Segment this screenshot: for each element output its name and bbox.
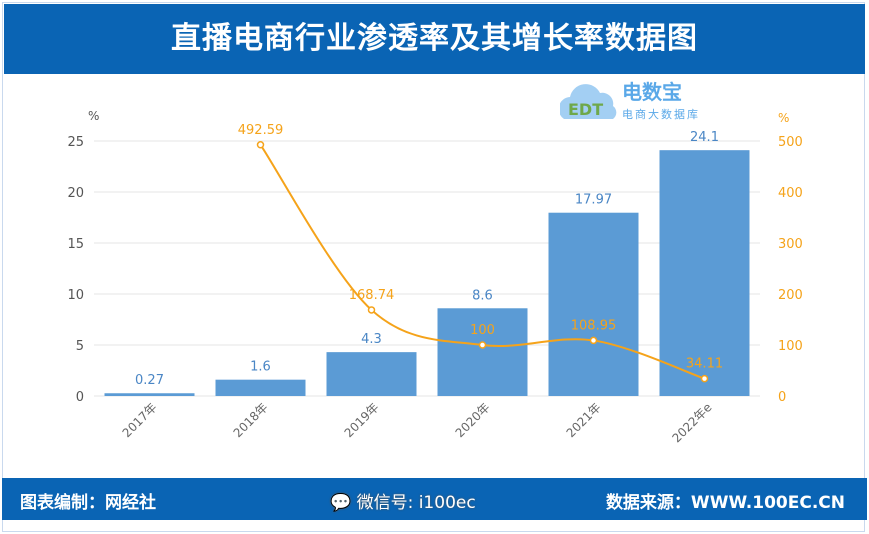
bar — [659, 150, 750, 396]
left-tick-label: 20 — [67, 186, 84, 201]
line-label: 168.74 — [349, 288, 395, 303]
right-tick-label: 300 — [778, 237, 803, 252]
right-tick-label: 100 — [778, 339, 803, 354]
credit: 图表编制：网经社 — [20, 493, 156, 513]
right-tick-label: 200 — [778, 288, 803, 303]
left-tick-label: 15 — [67, 237, 84, 252]
bar — [104, 393, 195, 396]
left-axis-unit: % — [88, 109, 99, 123]
x-tick-label: 2021年 — [564, 400, 604, 440]
right-axis-unit: % — [778, 111, 789, 125]
bar-label: 17.97 — [575, 193, 612, 208]
bar-label: 1.6 — [250, 360, 271, 375]
source: 数据来源：WWW.100EC.CN — [605, 493, 845, 513]
bar-label: 0.27 — [135, 373, 164, 388]
bar-label: 8.6 — [472, 288, 493, 303]
logo-mark: EDT — [568, 100, 603, 119]
left-tick-label: 5 — [76, 339, 84, 354]
line-point — [367, 306, 376, 314]
bar-label: 4.3 — [361, 332, 382, 347]
line-label: 34.11 — [686, 357, 723, 372]
left-tick-label: 0 — [76, 390, 84, 405]
x-tick-label: 2019年 — [342, 400, 382, 440]
line-point — [256, 141, 265, 149]
logo-text: 电数宝 — [622, 80, 682, 104]
right-tick-label: 500 — [778, 135, 803, 150]
left-tick-label: 10 — [67, 288, 84, 303]
line-label: 492.59 — [238, 123, 284, 138]
x-tick-label: 2017年 — [120, 400, 160, 440]
x-tick-label: 2018年 — [231, 400, 271, 440]
wechat-icon: 💬 — [330, 493, 352, 513]
x-tick-label: 2022年e — [669, 400, 714, 445]
bar — [437, 308, 528, 396]
right-tick-label: 400 — [778, 186, 803, 201]
growth-line — [259, 144, 705, 380]
line-label: 108.95 — [571, 318, 617, 333]
logo: EDT 电数宝 电商大数据库 — [558, 77, 750, 123]
chart-title: 直播电商行业渗透率及其增长率数据图 — [4, 4, 865, 74]
line-point — [589, 336, 598, 345]
line-point — [700, 374, 709, 383]
bar — [326, 352, 417, 396]
line-label: 100 — [470, 323, 495, 338]
wechat-id: 💬 微信号: i100ec — [330, 493, 476, 513]
right-tick-label: 0 — [778, 390, 786, 405]
footer: 图表编制：网经社 数据来源：WWW.100EC.CN — [2, 478, 867, 520]
left-tick-label: 25 — [67, 135, 84, 150]
bar — [215, 379, 306, 396]
bar-label: 24.1 — [690, 130, 719, 145]
logo-subtitle: 电商大数据库 — [622, 107, 700, 121]
line-point — [478, 341, 487, 349]
x-tick-label: 2020年 — [453, 400, 493, 440]
bar — [548, 212, 639, 396]
